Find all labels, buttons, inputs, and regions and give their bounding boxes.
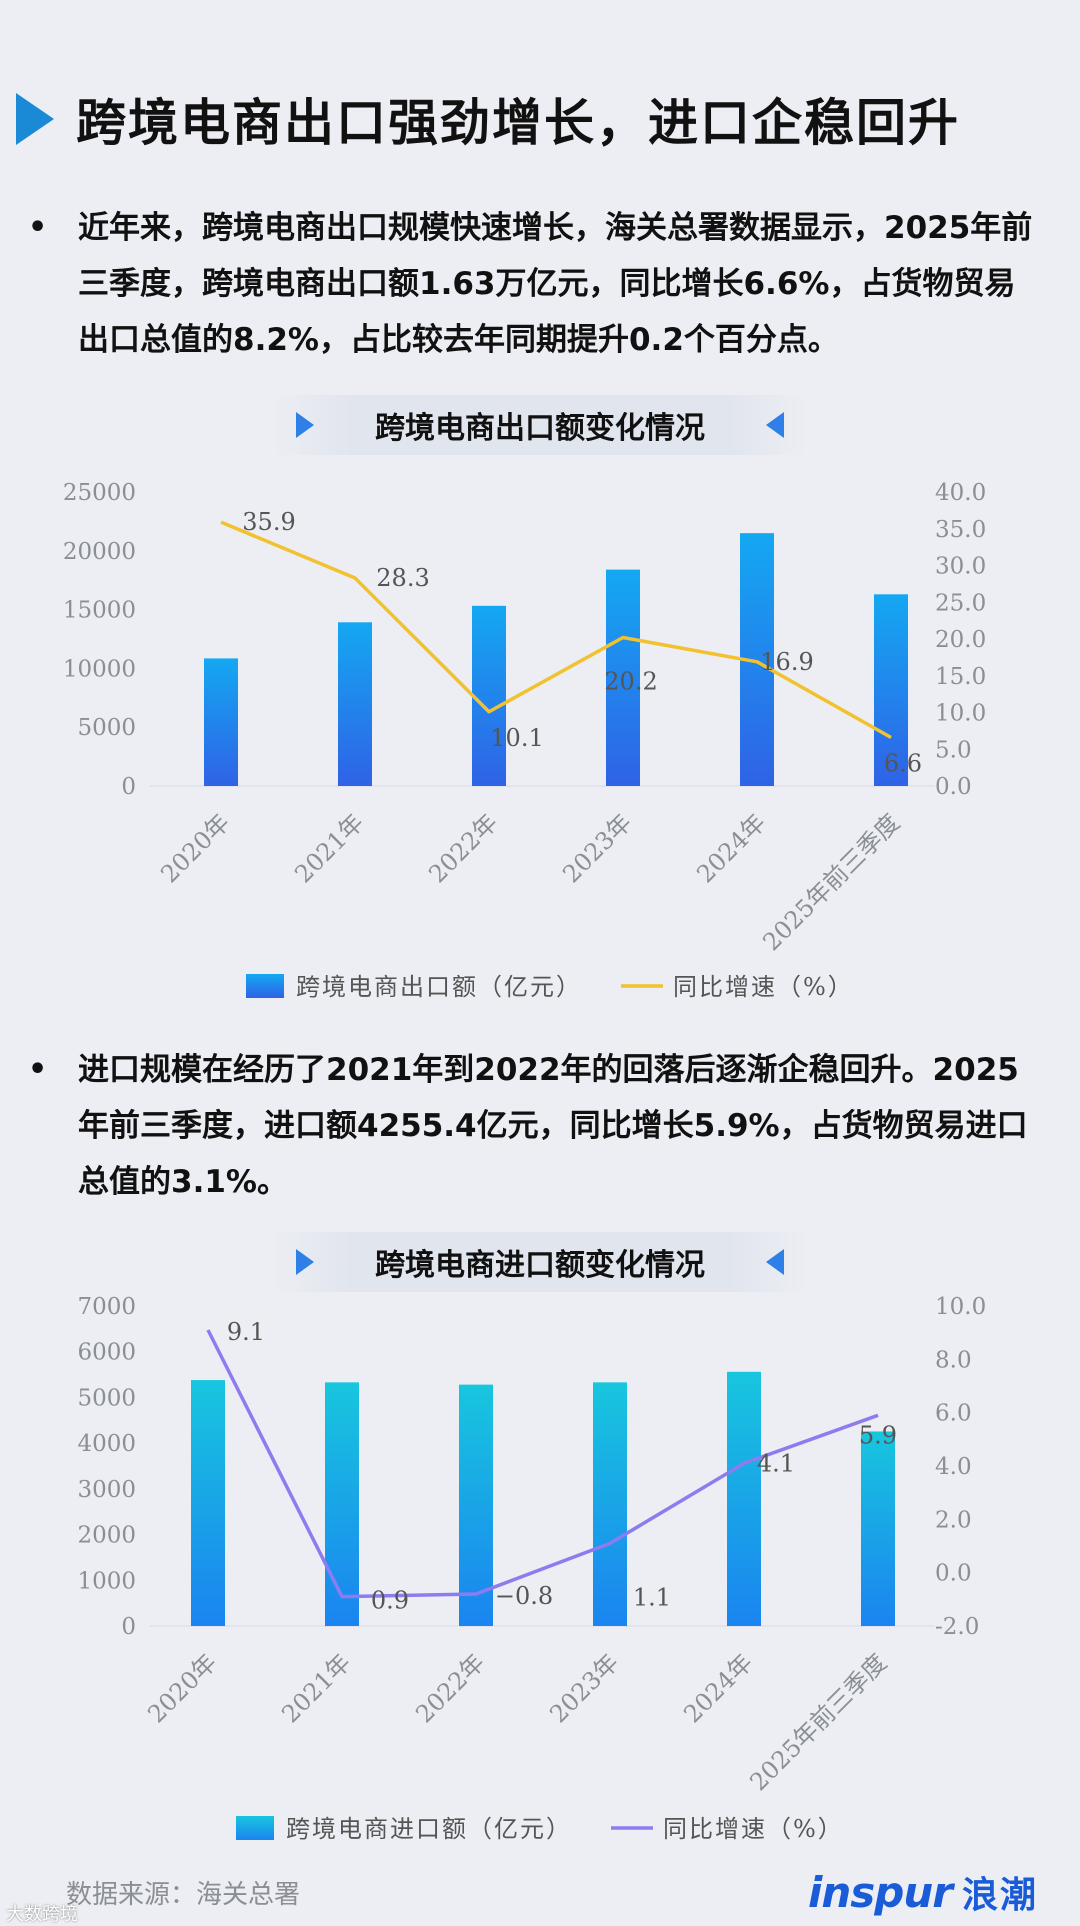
chart-title: 跨境电商进口额变化情况 [375,1248,705,1283]
right-y-tick-label: 40.0 [935,480,986,506]
triangle-right-icon [296,412,314,438]
right-y-tick-label: -2.0 [935,1614,979,1640]
left-y-tick-label: 25000 [63,480,136,506]
right-y-tick-label: 25.0 [935,590,986,616]
title-triangle-icon [16,93,54,145]
bullet-dot-icon: • [28,210,48,245]
data-label: 10.1 [490,724,543,752]
bullet-paragraph-export: • 近年来，跨境电商出口规模快速增长，海关总署数据显示，2025年前三季度，跨境… [28,200,1038,368]
triangle-left-icon [766,1249,784,1275]
bullet-text: 进口规模在经历了2021年到2022年的回落后逐渐企稳回升。2025年前三季度，… [78,1052,1028,1200]
bar [191,1380,225,1626]
legend-bar-swatch [246,974,284,998]
x-tick-label: 2024年 [691,808,771,888]
brand-logo: inspur 浪潮 [808,1866,1038,1918]
import-chart: 0 1000 2000 3000 4000 5000 6000 7000 -2.0 0.0 2.0 4… [77,1294,986,1843]
x-tick-label: 2025年前三季度 [744,1648,892,1796]
chart-title-banner: 跨境电商出口额变化情况 [270,395,810,455]
data-label: 4.1 [757,1449,795,1477]
chart-title-banner: 跨境电商进口额变化情况 [270,1232,810,1292]
logo-text: inspur [808,1868,953,1917]
triangle-right-icon [296,1249,314,1275]
right-y-tick-label: 6.0 [935,1401,972,1427]
right-y-tick-label: 2.0 [935,1507,972,1533]
x-tick-label: 2020年 [142,1648,222,1728]
bar [472,605,506,786]
x-tick-label: 2021年 [276,1648,356,1728]
left-y-tick-label: 0 [121,774,136,800]
series-line [206,1329,879,1599]
right-y-tick-label: 10.0 [935,701,986,727]
left-y-tick-label: 1000 [77,1568,136,1594]
bar [459,1384,493,1626]
right-y-tick-label: 20.0 [935,627,986,653]
x-tick-label: 2020年 [155,808,235,888]
x-tick-label: 2023年 [557,808,637,888]
left-y-tick-label: 4000 [77,1431,136,1457]
data-label: −0.8 [495,1582,553,1610]
bar [874,594,908,786]
legend-label: 同比增速（%） [673,973,854,1001]
bullet-paragraph-import: • 进口规模在经历了2021年到2022年的回落后逐渐企稳回升。2025年前三季… [28,1042,1038,1210]
data-label: 9.1 [227,1318,265,1346]
right-y-tick-label: 8.0 [935,1347,972,1373]
data-label: 6.6 [884,749,922,777]
series-line [220,520,892,740]
bar [204,658,238,786]
legend-label: 跨境电商出口额（亿元） [296,973,582,1001]
bar [861,1431,895,1626]
x-tick-label: 2023年 [544,1648,624,1728]
x-tick-label: 2022年 [423,808,503,888]
bar [338,622,372,786]
left-y-tick-label: 7000 [77,1294,136,1320]
legend-bar-swatch [236,1816,274,1840]
data-source: 数据来源：海关总署 [66,1880,301,1910]
left-y-tick-label: 0 [121,1614,136,1640]
right-y-tick-label: 35.0 [935,517,986,543]
x-tick-label: 2021年 [289,808,369,888]
data-label: 0.9 [371,1587,409,1615]
right-y-tick-label: 15.0 [935,664,986,690]
data-label: 35.9 [242,508,295,536]
bar [593,1382,627,1626]
x-tick-label: 2025年前三季度 [757,808,905,956]
legend-label: 同比增速（%） [663,1815,844,1843]
data-label: 1.1 [633,1583,671,1611]
right-y-tick-label: 5.0 [935,737,972,763]
left-y-tick-label: 3000 [77,1477,136,1503]
chart-title: 跨境电商出口额变化情况 [375,411,705,446]
x-tick-label: 2024年 [678,1648,758,1728]
data-label: 20.2 [604,668,657,696]
data-label: 16.9 [760,648,813,676]
right-y-tick-label: 0.0 [935,774,972,800]
page-title: 跨境电商出口强劲增长，进口企稳回升 [76,94,960,152]
left-y-tick-label: 15000 [63,598,136,624]
watermark: 大数跨境 [6,1904,78,1925]
logo-cn-text: 浪潮 [961,1875,1038,1916]
x-tick-label: 2022年 [410,1648,490,1728]
left-y-tick-label: 10000 [63,656,136,682]
right-y-tick-label: 10.0 [935,1294,986,1320]
left-y-tick-label: 20000 [63,539,136,565]
bar [727,1371,761,1626]
left-y-tick-label: 6000 [77,1340,136,1366]
data-label: 28.3 [376,564,429,592]
legend-label: 跨境电商进口额（亿元） [286,1815,572,1843]
bullet-text: 近年来，跨境电商出口规模快速增长，海关总署数据显示，2025年前三季度，跨境电商… [78,210,1033,358]
triangle-left-icon [766,412,784,438]
bar [325,1382,359,1626]
left-y-tick-label: 5000 [77,715,136,741]
bar [606,569,640,786]
bullet-dot-icon: • [28,1052,48,1087]
right-y-tick-label: 30.0 [935,554,986,580]
export-chart: 0 5000 10000 15000 20000 25000 0.0 5.0 10.0 15.0 2… [63,480,986,1001]
right-y-tick-label: 0.0 [935,1561,972,1587]
page-title-block: 跨境电商出口强劲增长，进口企稳回升 [16,84,960,154]
left-y-tick-label: 5000 [77,1385,136,1411]
right-y-tick-label: 4.0 [935,1454,972,1480]
data-label: 5.9 [859,1421,897,1449]
left-y-tick-label: 2000 [77,1523,136,1549]
